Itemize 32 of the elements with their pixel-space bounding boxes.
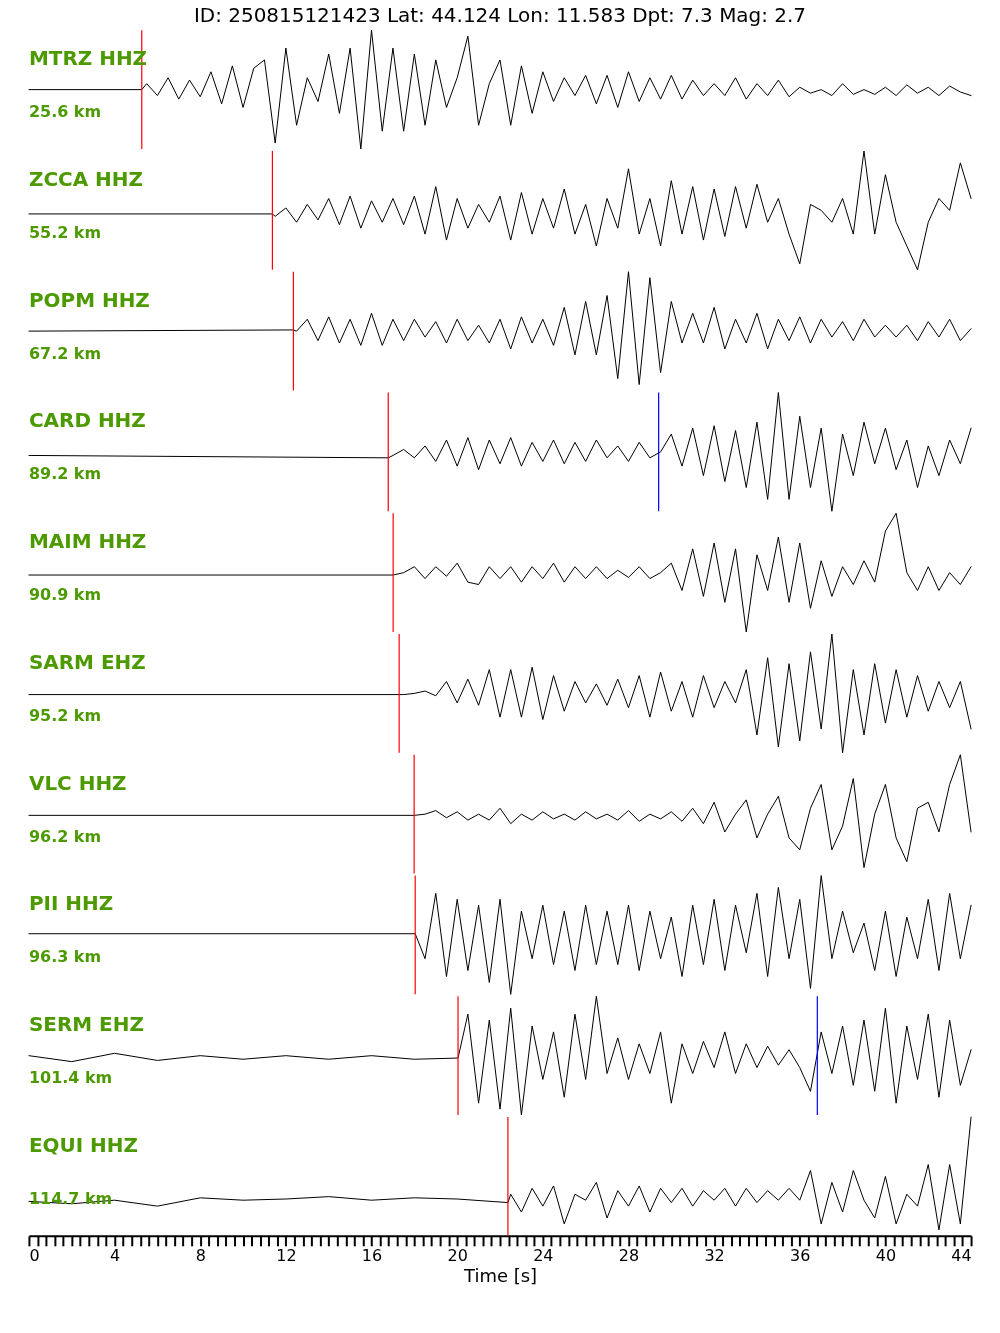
annotation: 96.2 km <box>28 826 102 846</box>
annotation: 55.2 km <box>28 222 102 242</box>
annotation: 101.4 km <box>28 1068 113 1088</box>
x-tick-label: 0 <box>29 1246 40 1266</box>
x-tick-label: 4 <box>110 1246 121 1266</box>
x-tick-label: 16 <box>361 1246 383 1266</box>
annotation: VLC HHZ <box>28 770 127 795</box>
annotation: 96.3 km <box>28 947 102 967</box>
annotation: EQUI HHZ <box>28 1132 138 1157</box>
x-tick-label: 32 <box>704 1246 725 1266</box>
annotation: 95.2 km <box>28 705 102 725</box>
annotation: 89.2 km <box>28 464 102 484</box>
x-tick-label: 8 <box>195 1246 206 1266</box>
annotation: SERM EHZ <box>28 1012 144 1037</box>
annotation: ZCCA HHZ <box>28 166 143 191</box>
x-tick-label: 40 <box>875 1246 897 1266</box>
annotation: 25.6 km <box>28 102 102 122</box>
x-tick-label: 20 <box>447 1246 468 1266</box>
x-tick-label: 12 <box>276 1246 297 1266</box>
annotation: POPM HHZ <box>28 287 150 312</box>
annotation: 90.9 km <box>28 585 102 605</box>
x-axis-title: Time [s] <box>462 1265 538 1287</box>
annotation: MAIM HHZ <box>28 529 147 554</box>
annotation: CARD HHZ <box>28 408 146 433</box>
chart-title: ID: 250815121423 Lat: 44.124 Lon: 11.583 Dpt: 7.3 Mag: 2.7 <box>193 2 807 27</box>
x-tick-label: 44 <box>951 1246 972 1266</box>
x-tick-label: 24 <box>533 1246 554 1266</box>
annotation: 67.2 km <box>28 343 102 363</box>
annotation: SARM EHZ <box>28 649 146 674</box>
x-tick-label: 28 <box>618 1246 640 1266</box>
annotation: PII HHZ <box>28 891 114 916</box>
x-tick-label: 36 <box>790 1246 811 1266</box>
